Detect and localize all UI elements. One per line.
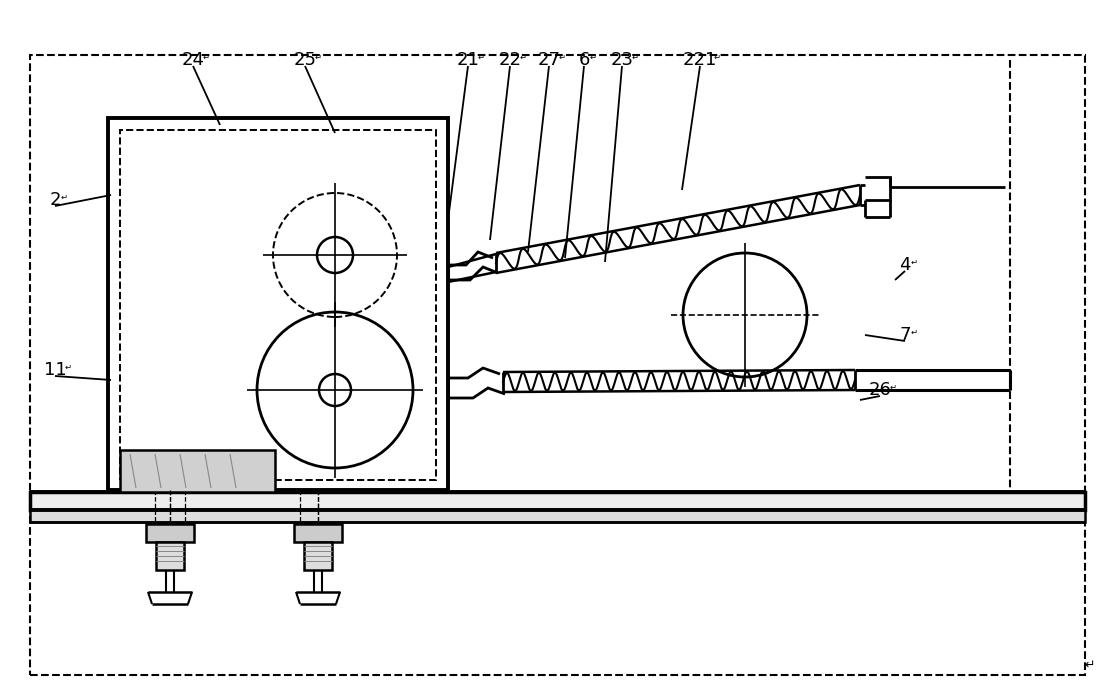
Bar — [294, 524, 342, 542]
Text: 23: 23 — [611, 51, 633, 69]
Text: ↵: ↵ — [632, 53, 639, 62]
Text: ↵: ↵ — [520, 53, 527, 62]
Text: 7: 7 — [900, 326, 911, 344]
Text: ↵: ↵ — [1085, 659, 1095, 672]
Text: ↵: ↵ — [890, 382, 896, 391]
Text: 4: 4 — [900, 256, 911, 274]
Bar — [304, 542, 332, 570]
Bar — [108, 118, 448, 490]
Bar — [30, 492, 1085, 510]
Text: 221: 221 — [682, 51, 717, 69]
Text: ↵: ↵ — [203, 53, 210, 62]
Text: 25: 25 — [293, 51, 317, 69]
Bar — [120, 450, 275, 492]
Text: ↵: ↵ — [590, 53, 597, 62]
Text: 6: 6 — [579, 51, 590, 69]
Text: ↵: ↵ — [714, 53, 721, 62]
Text: ↵: ↵ — [65, 362, 72, 371]
Text: ↵: ↵ — [316, 53, 322, 62]
Bar — [146, 524, 194, 542]
Text: ↵: ↵ — [911, 328, 918, 337]
Bar — [156, 542, 184, 570]
Text: 27: 27 — [537, 51, 561, 69]
Text: ↵: ↵ — [559, 53, 566, 62]
Bar — [30, 55, 1085, 675]
Text: 11: 11 — [43, 361, 67, 379]
Text: ↵: ↵ — [478, 53, 485, 62]
Bar — [30, 510, 1085, 522]
Text: ↵: ↵ — [61, 192, 68, 201]
Text: 2: 2 — [49, 191, 60, 209]
Text: 22: 22 — [498, 51, 522, 69]
Bar — [120, 130, 436, 480]
Text: ↵: ↵ — [911, 257, 918, 266]
Text: 26: 26 — [869, 381, 891, 399]
Text: 24: 24 — [182, 51, 204, 69]
Text: 21: 21 — [456, 51, 479, 69]
